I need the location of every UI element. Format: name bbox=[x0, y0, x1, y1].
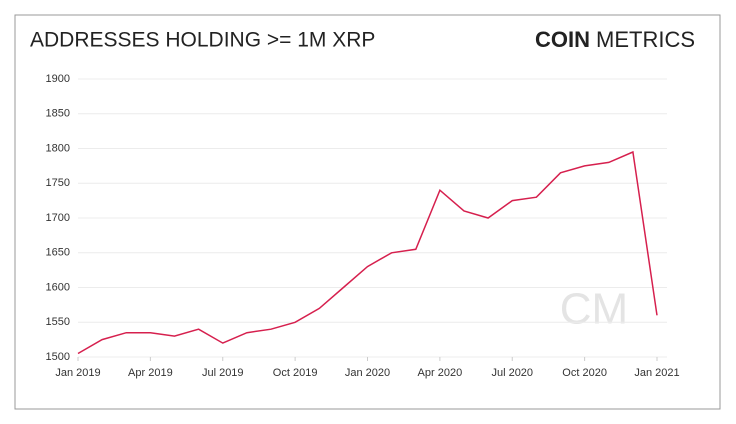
y-tick-label: 1900 bbox=[46, 73, 70, 85]
y-tick-label: 1750 bbox=[46, 177, 70, 189]
x-tick-label: Apr 2020 bbox=[418, 367, 463, 379]
x-tick-label: Jan 2020 bbox=[345, 367, 390, 379]
x-tick-label: Oct 2020 bbox=[562, 367, 607, 379]
x-tick-label: Jul 2019 bbox=[202, 367, 244, 379]
x-tick-label: Apr 2019 bbox=[128, 367, 173, 379]
x-tick-label: Jan 2019 bbox=[55, 367, 100, 379]
y-tick-label: 1500 bbox=[46, 351, 70, 363]
y-tick-label: 1550 bbox=[46, 316, 70, 328]
watermark: CM bbox=[560, 285, 628, 334]
y-tick-label: 1800 bbox=[46, 142, 70, 154]
data-line bbox=[77, 150, 658, 355]
x-tick-label: Jan 2021 bbox=[634, 367, 679, 379]
chart-title: ADDRESSES HOLDING >= 1M XRP bbox=[30, 29, 375, 52]
x-tick-label: Oct 2019 bbox=[273, 367, 318, 379]
x-tick-label: Jul 2020 bbox=[491, 367, 533, 379]
y-tick-label: 1700 bbox=[46, 212, 70, 224]
frame bbox=[14, 14, 721, 410]
y-tick-label: 1650 bbox=[46, 247, 70, 259]
y-tick-label: 1600 bbox=[46, 281, 70, 293]
logo-bold: COIN bbox=[535, 27, 590, 52]
logo-light: METRICS bbox=[596, 27, 695, 52]
y-tick-label: 1850 bbox=[46, 108, 70, 120]
